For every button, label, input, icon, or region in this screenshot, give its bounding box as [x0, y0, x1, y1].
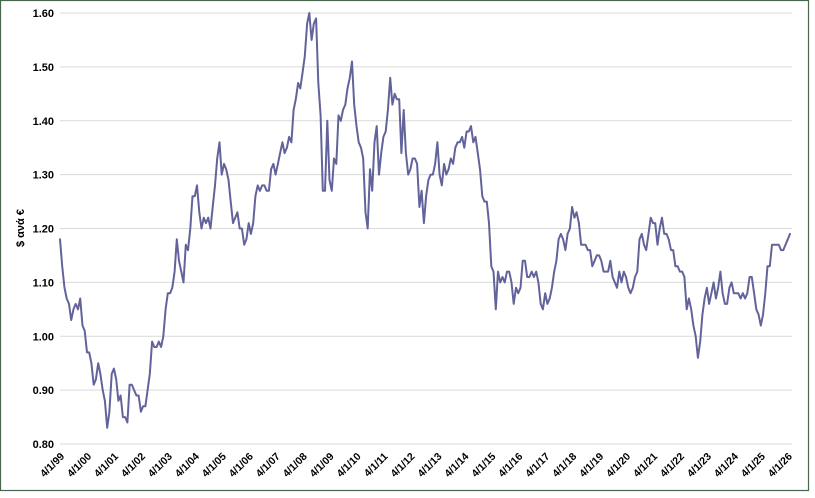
x-tick-label: 4/1/18: [550, 451, 579, 480]
y-axis-title: $ ανά €: [15, 209, 27, 247]
x-tick-label: 4/1/23: [685, 451, 714, 480]
x-tick-label: 4/1/26: [766, 451, 795, 480]
x-tick-label: 4/1/25: [739, 451, 768, 480]
x-tick-label: 4/1/12: [388, 451, 417, 480]
eurusd-line-series: [59, 12, 791, 429]
y-tick-label: 0.80: [33, 439, 54, 451]
x-tick-label: 4/1/05: [200, 451, 229, 480]
x-tick-label: 4/1/14: [442, 451, 471, 480]
x-tick-label: 4/1/10: [334, 451, 363, 480]
x-tick-label: 4/1/11: [362, 451, 391, 480]
x-tick-label: 4/1/24: [712, 451, 741, 480]
x-tick-label: 4/1/17: [523, 451, 552, 480]
x-tick-label: 4/1/01: [92, 451, 121, 480]
x-tick-label: 4/1/19: [577, 451, 606, 480]
y-tick-label: 0.90: [33, 385, 54, 397]
y-tick-label: 1.40: [33, 116, 54, 128]
x-tick-label: 4/1/04: [173, 451, 202, 480]
x-tick-label: 4/1/99: [38, 451, 67, 480]
y-tick-label: 1.50: [33, 62, 54, 74]
x-tick-label: 4/1/21: [631, 451, 660, 480]
x-tick-label: 4/1/22: [658, 451, 687, 480]
y-tick-label: 1.20: [33, 224, 54, 236]
x-tick-label: 4/1/02: [119, 451, 148, 480]
x-tick-label: 4/1/20: [604, 451, 633, 480]
y-tick-label: 1.60: [33, 8, 54, 20]
x-tick-label: 4/1/00: [65, 451, 94, 480]
x-tick-label: 4/1/13: [415, 451, 444, 480]
x-tick-label: 4/1/03: [146, 451, 175, 480]
y-tick-label: 1.00: [33, 331, 54, 343]
y-tick-label: 1.30: [33, 170, 54, 182]
x-tick-label: 4/1/08: [281, 451, 310, 480]
x-tick-label: 4/1/07: [254, 451, 283, 480]
x-tick-label: 4/1/06: [227, 451, 256, 480]
x-tick-label: 4/1/09: [307, 451, 336, 480]
y-tick-label: 1.10: [33, 277, 54, 289]
x-tick-label: 4/1/16: [496, 451, 525, 480]
x-tick-label: 4/1/15: [469, 451, 498, 480]
